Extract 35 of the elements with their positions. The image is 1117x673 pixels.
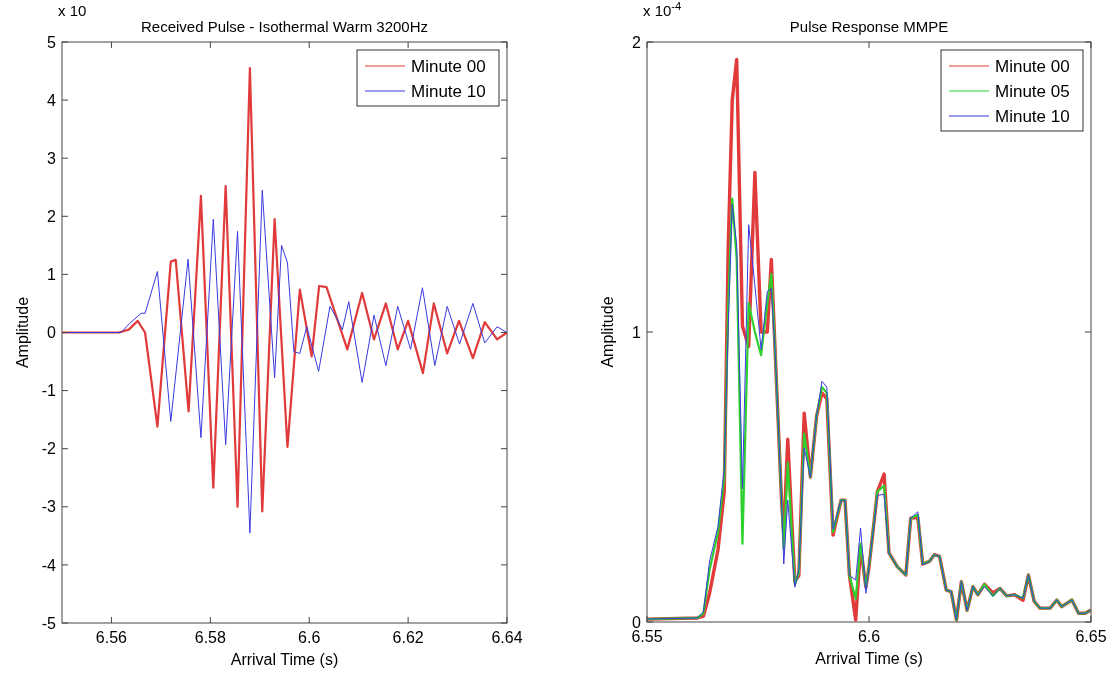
chart-title: Received Pulse - Isothermal Warm 3200Hz xyxy=(140,18,429,35)
y-tick-label: -4 xyxy=(41,556,57,574)
y-tick-label: -3 xyxy=(41,498,57,516)
y-tick-label: 0 xyxy=(47,324,57,342)
text: x 10$^{-4}$ xyxy=(643,0,682,19)
x-axis-title: Arrival Time (s) xyxy=(815,650,923,667)
x-tick-label: 6.64 xyxy=(491,629,523,646)
x-tick-label: 6.6 xyxy=(298,629,321,646)
y-tick-label: 2 xyxy=(47,207,57,225)
y-tick-label: 1 xyxy=(632,323,642,341)
y-tick-label: -2 xyxy=(41,440,57,458)
legend-label: Minute 10 xyxy=(411,81,486,101)
legend-label: Minute 00 xyxy=(411,56,486,76)
x-tick-label: 6.58 xyxy=(194,629,227,646)
x-tick-label: 6.62 xyxy=(392,629,424,646)
legend-label: Minute 10 xyxy=(995,106,1070,126)
text: x 10 xyxy=(58,2,87,19)
x-tick-label: 6.65 xyxy=(1075,628,1107,645)
y-axis-title: Amplitude xyxy=(599,296,616,368)
x-axis-title: Arrival Time (s) xyxy=(230,651,339,668)
y-tick-label: 4 xyxy=(47,91,57,109)
y-tick-label: -1 xyxy=(41,382,57,400)
y-tick-label: 5 xyxy=(47,33,57,51)
legend-label: Minute 05 xyxy=(995,81,1070,101)
y-axis-title: Amplitude xyxy=(14,296,31,369)
y-tick-label: -5 xyxy=(41,614,57,632)
x-tick-label: 6.56 xyxy=(95,629,128,646)
y-tick-label: 3 xyxy=(47,149,57,167)
y-tick-label: 0 xyxy=(632,613,642,631)
legend-label: Minute 00 xyxy=(995,56,1070,76)
x-tick-label: 6.55 xyxy=(631,628,663,645)
chart-title: Pulse Response MMPE xyxy=(789,18,949,35)
y-tick-label: 2 xyxy=(632,33,642,51)
x-tick-label: 6.6 xyxy=(857,628,881,645)
y-tick-label: 1 xyxy=(47,266,57,283)
